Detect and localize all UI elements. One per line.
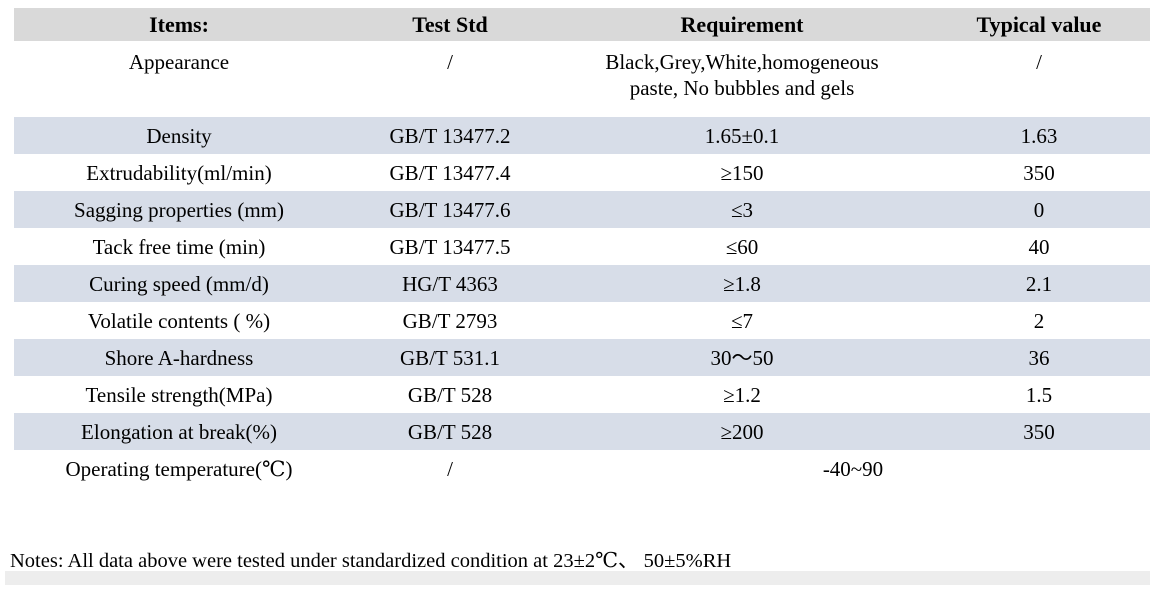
- requirement-cell: 1.65±0.1: [556, 117, 928, 154]
- typical-value-cell: 0: [928, 191, 1150, 228]
- table-row: Sagging properties (mm) GB/T 13477.6 ≤3 …: [14, 191, 1150, 228]
- item-cell: Appearance: [128, 50, 230, 74]
- test-std-cell: HG/T 4363: [344, 265, 556, 302]
- requirement-cell: ≤60: [725, 234, 759, 259]
- item-cell: Sagging properties (mm): [14, 191, 344, 228]
- item-cell: Operating temperature(℃): [65, 456, 293, 481]
- item-cell: Density: [14, 117, 344, 154]
- typical-value-cell: /: [1036, 50, 1042, 74]
- typical-value-cell: 40: [1028, 234, 1050, 259]
- typical-value-cell: 1.63: [928, 117, 1150, 154]
- typical-value-cell: 1.5: [1025, 382, 1053, 407]
- requirement-cell: ≥200: [556, 413, 928, 450]
- test-std-cell: GB/T 13477.5: [389, 234, 511, 259]
- header-typical-value: Typical value: [928, 8, 1150, 41]
- requirement-cell: ≤7: [730, 308, 754, 333]
- table-row: Volatile contents ( %) GB/T 2793 ≤7 2: [14, 302, 1150, 339]
- test-std-cell: GB/T 13477.4: [389, 160, 511, 185]
- test-std-cell: /: [447, 456, 453, 481]
- requirement-cell: 30～50: [556, 339, 928, 376]
- table-row: Density GB/T 13477.2 1.65±0.1 1.63: [14, 117, 1150, 154]
- table-row: Shore A-hardness GB/T 531.1 30～50 36: [14, 339, 1150, 376]
- item-cell: Curing speed (mm/d): [14, 265, 344, 302]
- table-row: Elongation at break(%) GB/T 528 ≥200 350: [14, 413, 1150, 450]
- item-cell: Shore A-hardness: [14, 339, 344, 376]
- typical-value-cell: 2.1: [928, 265, 1150, 302]
- header-items: Items:: [14, 8, 344, 41]
- typical-value-cell: 350: [1023, 160, 1055, 185]
- requirement-cell: ≥1.8: [556, 265, 928, 302]
- table-row: Curing speed (mm/d) HG/T 4363 ≥1.8 2.1: [14, 265, 1150, 302]
- typical-value-cell: 2: [1033, 308, 1045, 333]
- requirement-cell: ≤3: [556, 191, 928, 228]
- item-cell: Extrudability(ml/min): [86, 160, 272, 185]
- test-std-cell: GB/T 13477.6: [344, 191, 556, 228]
- test-std-cell: GB/T 2793: [402, 308, 498, 333]
- notes-text: Notes: All data above were tested under …: [10, 550, 732, 572]
- table-row: Operating temperature(℃) / -40~90: [14, 450, 1150, 487]
- typical-value-cell: 36: [928, 339, 1150, 376]
- requirement-cell: Black,Grey,White,homogeneous paste, No b…: [605, 50, 879, 100]
- item-cell: Volatile contents ( %): [87, 308, 271, 333]
- item-cell: Tack free time (min): [92, 234, 266, 259]
- table-header-row: Items: Test Std Requirement Typical valu…: [14, 8, 1150, 41]
- requirement-cell: -40~90: [822, 456, 884, 481]
- typical-value-cell: 350: [928, 413, 1150, 450]
- header-requirement: Requirement: [556, 8, 928, 41]
- table-row: Tack free time (min) GB/T 13477.5 ≤60 40: [14, 228, 1150, 265]
- table-row: Appearance / Black,Grey,White,homogeneou…: [14, 41, 1150, 117]
- item-cell: Tensile strength(MPa): [85, 382, 273, 407]
- requirement-cell: ≥150: [720, 160, 764, 185]
- test-std-cell: GB/T 528: [344, 413, 556, 450]
- spec-table: Items: Test Std Requirement Typical valu…: [14, 8, 1150, 487]
- item-cell: Elongation at break(%): [14, 413, 344, 450]
- test-std-cell: GB/T 528: [407, 382, 493, 407]
- requirement-cell: ≥1.2: [723, 382, 761, 407]
- next-section-edge: [5, 571, 1150, 585]
- test-std-cell: GB/T 13477.2: [344, 117, 556, 154]
- header-test-std: Test Std: [344, 8, 556, 41]
- test-std-cell: /: [447, 50, 453, 74]
- test-std-cell: GB/T 531.1: [344, 339, 556, 376]
- table-row: Extrudability(ml/min) GB/T 13477.4 ≥150 …: [14, 154, 1150, 191]
- table-row: Tensile strength(MPa) GB/T 528 ≥1.2 1.5: [14, 376, 1150, 413]
